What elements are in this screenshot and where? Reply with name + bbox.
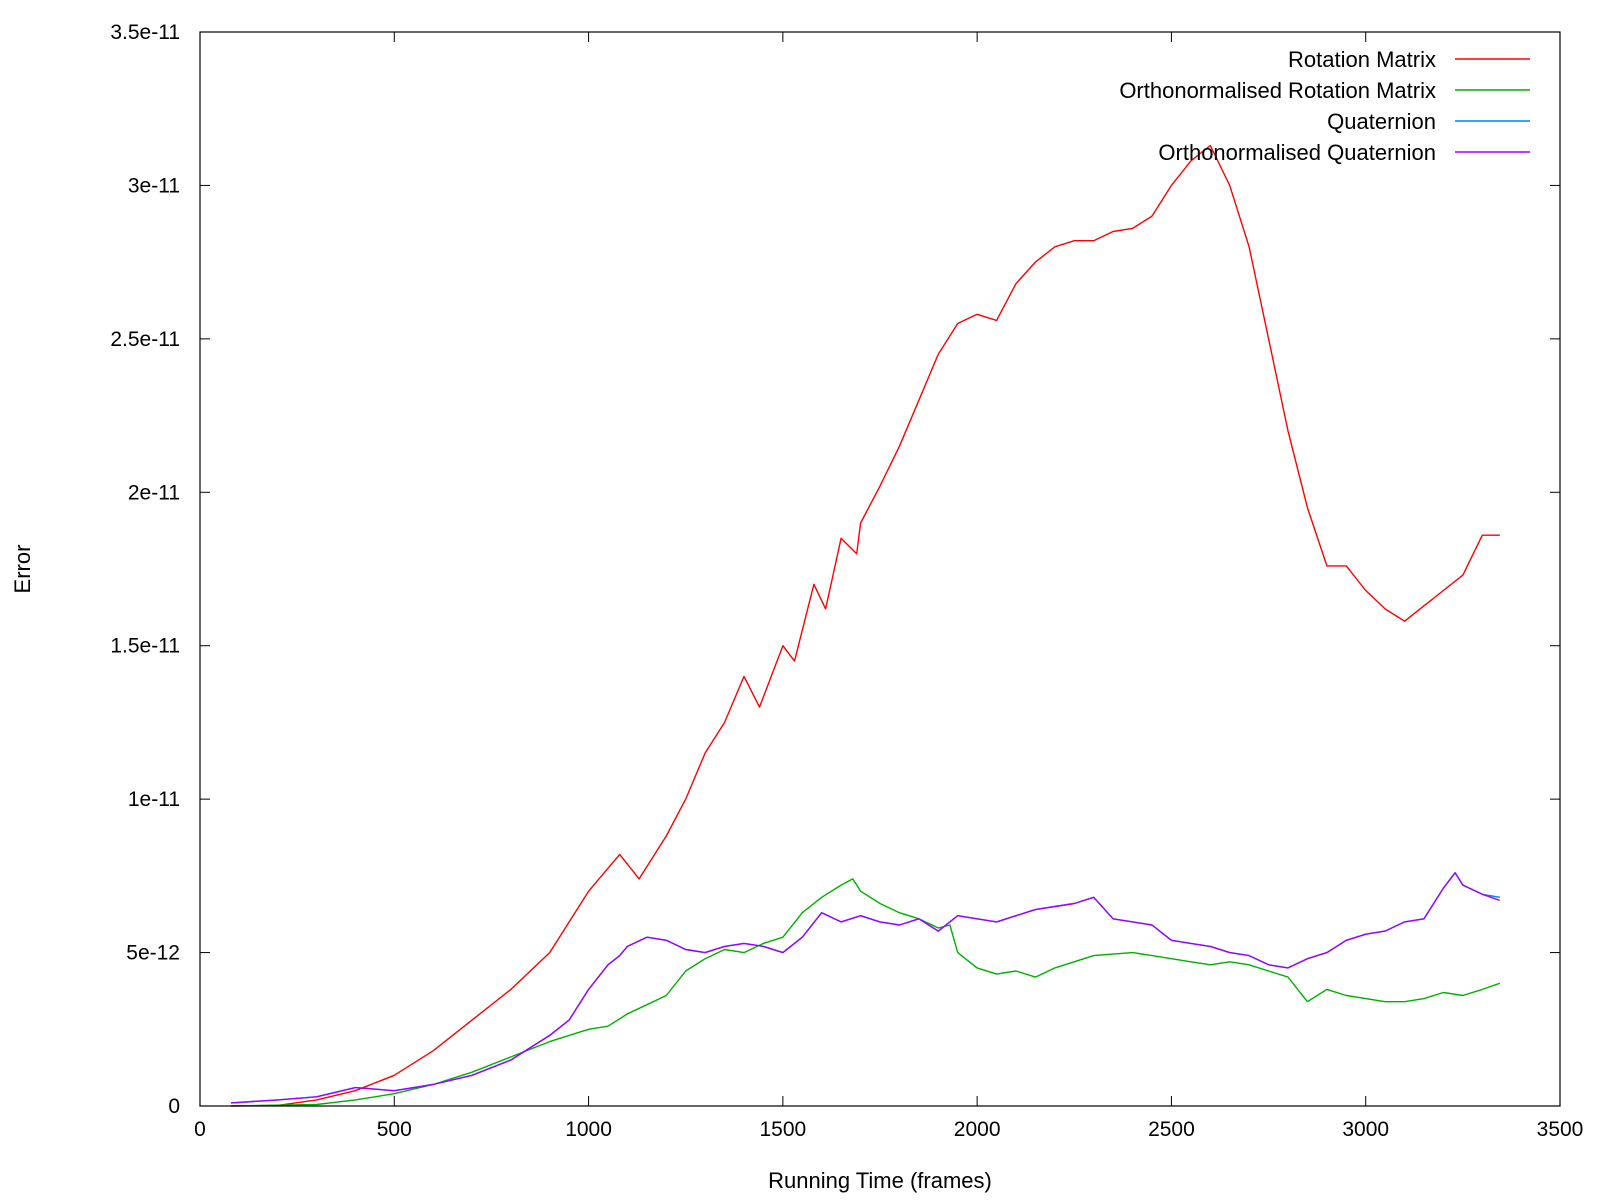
x-axis-title: Running Time (frames) (768, 1168, 992, 1193)
y-tick-label: 3.5e-11 (110, 21, 180, 44)
series-line (231, 144, 1500, 1107)
series-line (231, 878, 1501, 1107)
legend-label: Quaternion (1327, 109, 1436, 134)
y-tick-label: 3e-11 (128, 174, 180, 197)
legend-label: Rotation Matrix (1288, 47, 1436, 72)
x-axis: 0 500 1000 1500 2000 2500 3000 3500 (194, 32, 1583, 1141)
y-tick-label: 1.5e-11 (110, 635, 180, 658)
x-tick-label: 3500 (1537, 1118, 1584, 1141)
x-tick-label: 3000 (1342, 1118, 1389, 1141)
legend-label: Orthonormalised Quaternion (1158, 140, 1436, 165)
y-tick-label: 2e-11 (128, 481, 180, 504)
legend-label: Orthonormalised Rotation Matrix (1119, 78, 1436, 103)
y-tick-label: 1e-11 (128, 788, 180, 811)
legend: Rotation Matrix Orthonormalised Rotation … (1119, 47, 1530, 165)
series-line (231, 872, 1501, 1104)
x-tick-label: 1000 (565, 1118, 612, 1141)
x-tick-label: 500 (377, 1118, 412, 1141)
y-tick-label: 2.5e-11 (110, 328, 180, 351)
y-tick-label: 5e-12 (126, 942, 180, 965)
y-axis-title: Error (10, 545, 35, 594)
y-tick-label: 0 (168, 1095, 180, 1118)
series-layer (231, 144, 1501, 1107)
x-tick-label: 0 (194, 1118, 206, 1141)
x-tick-label: 2000 (954, 1118, 1001, 1141)
x-tick-label: 2500 (1148, 1118, 1195, 1141)
y-axis: 0 5e-12 1e-11 1.5e-11 2e-11 2.5e-11 3e-11 3.5e-… (110, 21, 1560, 1118)
plot-frame (199, 31, 1561, 1107)
x-tick-label: 1500 (759, 1118, 806, 1141)
